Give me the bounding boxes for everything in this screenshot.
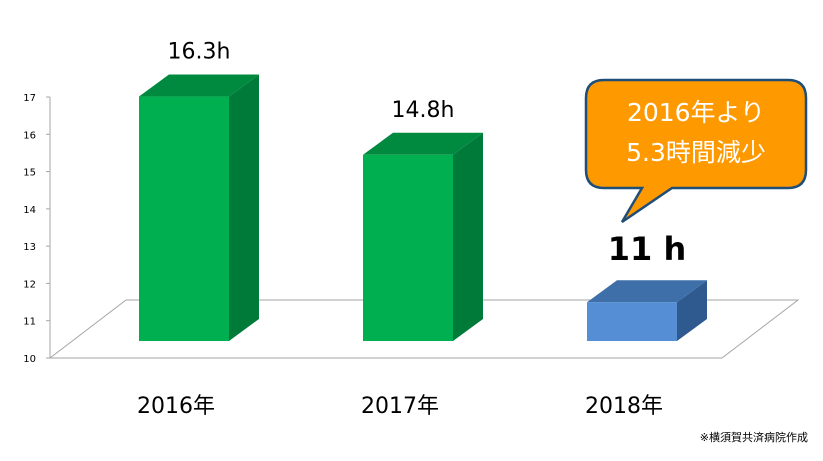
x-category-label: 2017年 [361, 394, 439, 419]
callout: 2016年より 5.3時間減少 [584, 78, 808, 224]
bar-top [587, 280, 707, 303]
x-category-label: 2018年 [585, 394, 663, 419]
bar-side [677, 280, 707, 341]
bar-top [363, 132, 483, 155]
callout-line2: 5.3時間減少 [626, 138, 766, 167]
bar-side [229, 74, 259, 341]
bar-front [587, 302, 677, 341]
bar-front [139, 96, 229, 341]
y-tick-label: 17 [23, 93, 36, 104]
y-axis: 10 11 12 13 14 15 16 17 [23, 93, 50, 365]
data-label: 11 h [608, 230, 686, 268]
y-tick-label: 14 [23, 205, 36, 216]
x-axis: 2016年 2017年 2018年 [137, 394, 663, 419]
data-labels: 16.3h 14.8h 11 h [168, 40, 687, 269]
bar-side [453, 132, 483, 341]
bar [587, 280, 707, 341]
bar-front [363, 154, 453, 341]
bar-top [139, 74, 259, 97]
bar [139, 74, 259, 341]
callout-bubble [584, 78, 808, 224]
x-category-label: 2016年 [137, 394, 215, 419]
callout-line1: 2016年より [627, 98, 765, 127]
y-tick-label: 11 [23, 317, 36, 328]
data-label: 16.3h [168, 40, 231, 65]
y-tick-label: 13 [23, 242, 36, 253]
data-label: 14.8h [392, 98, 455, 123]
bar [363, 132, 483, 341]
y-tick-label: 16 [23, 130, 36, 141]
credit-note: ※横須賀共済病院作成 [700, 430, 808, 444]
y-tick-label: 15 [23, 168, 36, 179]
y-tick-label: 12 [23, 279, 36, 290]
bars [139, 74, 707, 341]
y-tick-label: 10 [23, 354, 36, 365]
